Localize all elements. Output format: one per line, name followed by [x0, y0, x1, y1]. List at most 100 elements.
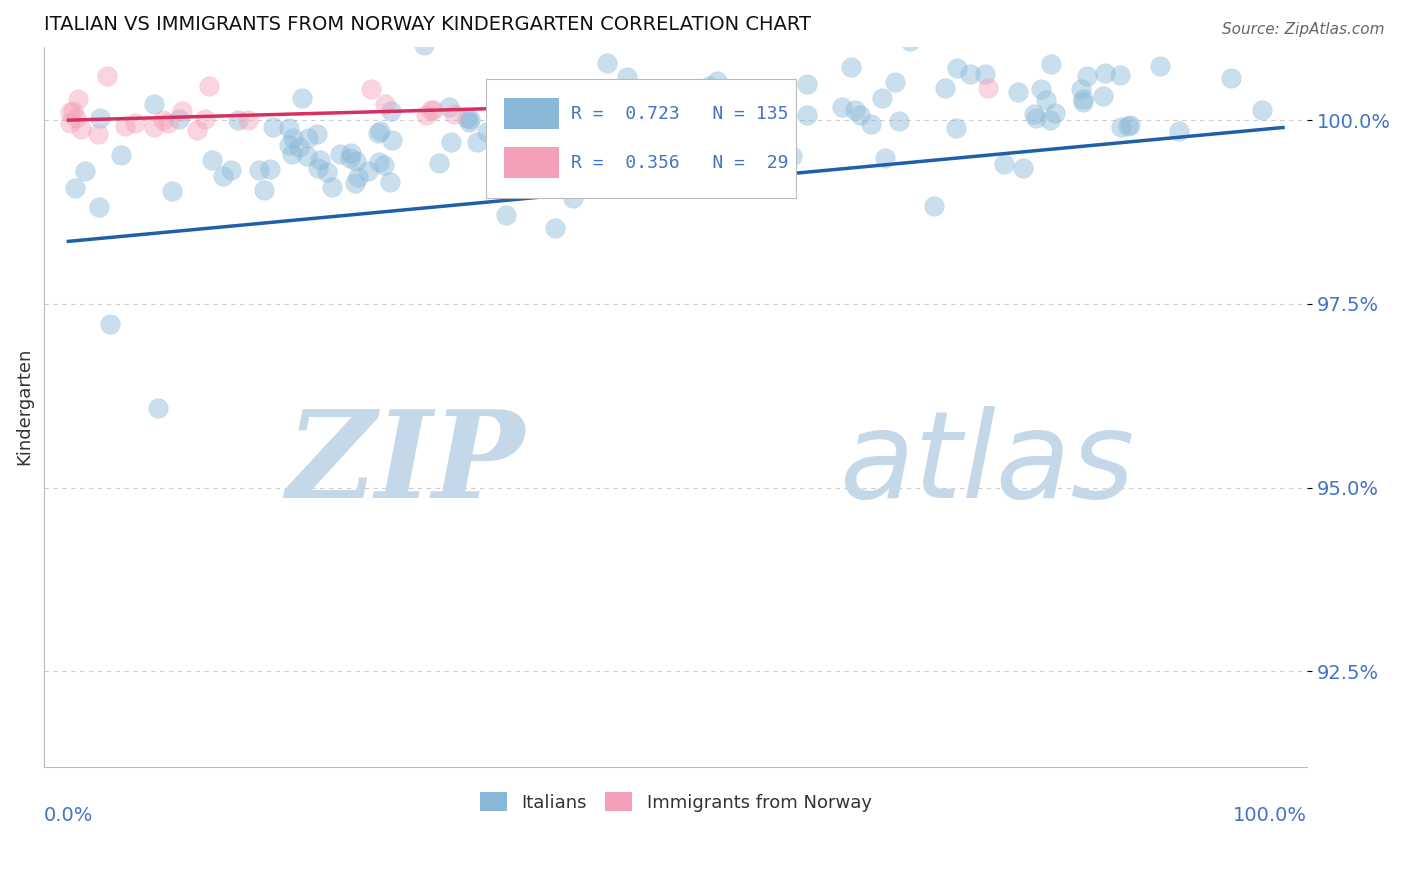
Point — [841, 60, 863, 74]
Point — [651, 172, 673, 186]
Point — [62, 103, 84, 118]
Point — [599, 158, 621, 172]
Point — [186, 123, 208, 137]
Point — [440, 135, 463, 149]
Point — [741, 136, 763, 151]
Text: R =  0.356   N =  29: R = 0.356 N = 29 — [571, 153, 789, 171]
Point — [616, 70, 638, 84]
Point — [636, 100, 658, 114]
Point — [236, 113, 259, 128]
Point — [699, 78, 721, 93]
Point — [1109, 68, 1132, 82]
Point — [143, 120, 166, 134]
Point — [796, 77, 818, 91]
Point — [945, 121, 967, 136]
Point — [887, 113, 910, 128]
Point — [344, 153, 367, 168]
Point — [226, 113, 249, 128]
Point — [585, 135, 607, 149]
Point — [357, 163, 380, 178]
Point — [360, 82, 382, 96]
Point — [730, 85, 752, 99]
Point — [96, 69, 118, 83]
Point — [157, 116, 180, 130]
Point — [309, 153, 332, 168]
Point — [565, 179, 588, 194]
Point — [849, 108, 872, 122]
Point — [620, 174, 643, 188]
Point — [297, 131, 319, 145]
Point — [194, 112, 217, 126]
FancyBboxPatch shape — [486, 79, 796, 198]
Point — [977, 81, 1000, 95]
Point — [1094, 66, 1116, 80]
Point — [367, 126, 389, 140]
Point — [367, 155, 389, 169]
Point — [690, 104, 713, 119]
Point — [75, 164, 97, 178]
Point — [959, 67, 981, 81]
Point — [160, 184, 183, 198]
Point — [859, 117, 882, 131]
Point — [465, 135, 488, 149]
Point — [540, 103, 562, 118]
Point — [1039, 57, 1062, 71]
Point — [247, 163, 270, 178]
Point — [1007, 86, 1029, 100]
Point — [278, 137, 301, 152]
Point — [1071, 95, 1094, 110]
Point — [66, 92, 89, 106]
Point — [596, 55, 619, 70]
Point — [1043, 105, 1066, 120]
Point — [607, 168, 630, 182]
Point — [295, 149, 318, 163]
Text: Source: ZipAtlas.com: Source: ZipAtlas.com — [1222, 22, 1385, 37]
Point — [543, 221, 565, 235]
Point — [733, 177, 755, 191]
Point — [1076, 69, 1098, 83]
Point — [1029, 81, 1052, 95]
Point — [124, 116, 146, 130]
Point — [550, 141, 572, 155]
Point — [1039, 113, 1062, 128]
Point — [219, 163, 242, 178]
Point — [796, 108, 818, 122]
Text: ITALIAN VS IMMIGRANTS FROM NORWAY KINDERGARTEN CORRELATION CHART: ITALIAN VS IMMIGRANTS FROM NORWAY KINDER… — [44, 15, 811, 34]
Point — [1035, 93, 1057, 107]
Point — [728, 113, 751, 128]
Point — [87, 127, 110, 141]
Point — [540, 153, 562, 168]
Point — [735, 95, 758, 109]
Point — [321, 179, 343, 194]
Point — [782, 148, 804, 162]
Point — [422, 103, 444, 117]
Point — [475, 124, 498, 138]
Point — [1250, 103, 1272, 117]
Point — [253, 183, 276, 197]
Point — [636, 165, 658, 179]
Point — [344, 176, 367, 190]
Point — [540, 155, 562, 169]
Point — [561, 191, 583, 205]
Point — [499, 109, 522, 123]
Point — [974, 67, 997, 81]
Point — [458, 112, 481, 127]
Point — [415, 108, 437, 122]
Point — [1022, 107, 1045, 121]
Point — [142, 97, 165, 112]
Point — [280, 146, 302, 161]
Point — [259, 161, 281, 176]
Point — [456, 112, 478, 126]
Point — [1149, 59, 1171, 73]
Point — [59, 105, 82, 120]
Point — [524, 125, 547, 139]
Point — [495, 208, 517, 222]
Point — [592, 119, 614, 133]
Point — [201, 153, 224, 167]
Point — [170, 104, 193, 119]
Point — [339, 146, 361, 161]
FancyBboxPatch shape — [503, 147, 560, 178]
Point — [420, 103, 443, 117]
Point — [262, 120, 284, 134]
Point — [339, 151, 361, 165]
